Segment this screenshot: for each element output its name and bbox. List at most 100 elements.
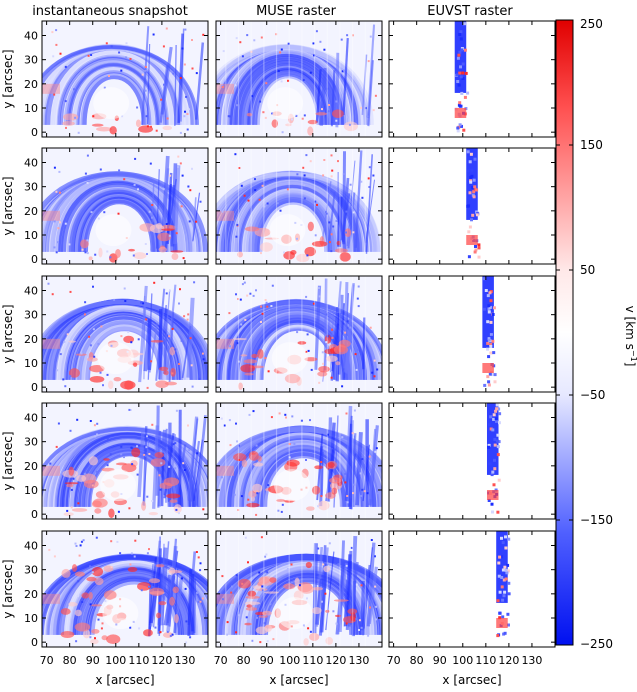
colorbar-tick-label: −250 bbox=[580, 637, 613, 651]
y-tick-label: 40 bbox=[24, 30, 38, 43]
y-tick-label: 40 bbox=[24, 285, 38, 298]
x-tick-label: 100 bbox=[452, 654, 473, 667]
panel-r5-c3 bbox=[389, 531, 555, 647]
colorbar-tick-label: −50 bbox=[580, 388, 605, 402]
panels-grid bbox=[41, 20, 556, 648]
y-tick-label: 10 bbox=[24, 484, 38, 497]
y-tick-label: 30 bbox=[24, 436, 38, 449]
y-tick-label: 20 bbox=[24, 205, 38, 218]
y-axis-label: y [arcsec] bbox=[1, 176, 15, 235]
x-axis-label: x [arcsec] bbox=[95, 673, 154, 687]
y-tick-label: 0 bbox=[31, 253, 38, 266]
x-tick-label: 70 bbox=[214, 654, 228, 667]
y-tick-label: 30 bbox=[24, 181, 38, 194]
panel-r3-c2 bbox=[216, 276, 382, 392]
colorbar-tick-label: 50 bbox=[580, 263, 595, 277]
panel-frame bbox=[215, 147, 383, 265]
panel-r2-c3 bbox=[389, 148, 555, 264]
euvst-slit bbox=[486, 403, 499, 475]
panel-r1-c3 bbox=[389, 21, 555, 137]
x-tick-label: 130 bbox=[348, 654, 369, 667]
x-tick-label: 80 bbox=[410, 654, 424, 667]
panel-frame bbox=[388, 147, 556, 265]
panel-frame bbox=[388, 402, 556, 520]
panel-frame bbox=[41, 20, 209, 138]
colorbar-tick-label: 250 bbox=[580, 17, 603, 31]
panel-frame bbox=[41, 530, 209, 648]
panel-r5-c2 bbox=[216, 531, 382, 647]
panel-frame bbox=[215, 402, 383, 520]
x-tick-label: 90 bbox=[86, 654, 100, 667]
colorbar-label-exp: −1 bbox=[629, 350, 637, 362]
x-tick-label: 90 bbox=[260, 654, 274, 667]
panel-frame bbox=[388, 20, 556, 138]
panel-frame bbox=[215, 20, 383, 138]
panel-frame bbox=[388, 530, 556, 648]
panel-r1-c2 bbox=[216, 21, 382, 137]
panel-r3-c3 bbox=[389, 276, 555, 392]
panel-r4-c1 bbox=[42, 403, 208, 519]
colorbar-label: v [km s−1] bbox=[623, 306, 637, 367]
y-tick-label: 30 bbox=[24, 54, 38, 67]
x-axis-label: x [arcsec] bbox=[442, 673, 501, 687]
panel-r2-c2 bbox=[216, 148, 382, 264]
x-tick-label: 80 bbox=[237, 654, 251, 667]
y-tick-label: 40 bbox=[24, 540, 38, 553]
x-tick-label: 90 bbox=[433, 654, 447, 667]
y-tick-label: 10 bbox=[24, 612, 38, 625]
x-tick-label: 70 bbox=[387, 654, 401, 667]
y-tick-label: 30 bbox=[24, 564, 38, 577]
y-tick-label: 10 bbox=[24, 229, 38, 242]
column-titles: instantaneous snapshot MUSE raster EUVST… bbox=[32, 4, 513, 19]
x-tick-label: 110 bbox=[475, 654, 496, 667]
y-tick-label: 0 bbox=[31, 508, 38, 521]
panel-frame bbox=[215, 275, 383, 393]
colorbar-label-main: v [km s bbox=[623, 306, 637, 350]
y-tick-label: 30 bbox=[24, 309, 38, 322]
x-tick-label: 100 bbox=[279, 654, 300, 667]
x-tick-label: 120 bbox=[498, 654, 519, 667]
y-axis-label: y [arcsec] bbox=[1, 559, 15, 618]
colorbar-tick-label: 150 bbox=[580, 138, 603, 152]
y-tick-label: 0 bbox=[31, 126, 38, 139]
axes: 0 10 20 30 40 y [arcsec] 0 10 20 30 40 y [arcsec] 0 1… bbox=[1, 21, 555, 687]
panel-frame bbox=[41, 275, 209, 393]
panel-r3-c1 bbox=[42, 276, 208, 392]
panel-frame bbox=[41, 147, 209, 265]
panel-r5-c1 bbox=[42, 531, 208, 647]
euvst-slit bbox=[466, 148, 478, 220]
colorbar-label-tail: ] bbox=[623, 362, 637, 367]
x-tick-label: 110 bbox=[128, 654, 149, 667]
y-axis-label: y [arcsec] bbox=[1, 431, 15, 490]
column-title-muse: MUSE raster bbox=[256, 4, 337, 19]
y-tick-label: 20 bbox=[24, 78, 38, 91]
x-tick-label: 130 bbox=[174, 654, 195, 667]
y-tick-label: 20 bbox=[24, 333, 38, 346]
y-tick-label: 20 bbox=[24, 588, 38, 601]
colorbar-tick-label: −150 bbox=[580, 513, 613, 527]
panel-frame bbox=[41, 402, 209, 520]
y-tick-label: 40 bbox=[24, 412, 38, 425]
y-axis-label: y [arcsec] bbox=[1, 304, 15, 363]
x-tick-label: 100 bbox=[105, 654, 126, 667]
y-tick-label: 0 bbox=[31, 636, 38, 649]
y-tick-label: 10 bbox=[24, 357, 38, 370]
colorbar-ticks: 250 150 50 −50 −150 −250 bbox=[556, 17, 613, 651]
column-title-euvst: EUVST raster bbox=[427, 4, 513, 19]
euvst-slit bbox=[454, 21, 467, 93]
x-tick-label: 70 bbox=[40, 654, 54, 667]
y-tick-label: 40 bbox=[24, 157, 38, 170]
column-title-snapshot: instantaneous snapshot bbox=[32, 4, 188, 19]
x-tick-label: 80 bbox=[63, 654, 77, 667]
panel-r4-c2 bbox=[216, 403, 382, 519]
colorbar: 250 150 50 −50 −150 −250 v [km s−1] bbox=[555, 17, 637, 651]
x-tick-label: 110 bbox=[302, 654, 323, 667]
y-tick-label: 20 bbox=[24, 460, 38, 473]
panel-r1-c1 bbox=[42, 21, 208, 137]
panel-frame bbox=[388, 275, 556, 393]
x-axis-label: x [arcsec] bbox=[269, 673, 328, 687]
y-tick-label: 0 bbox=[31, 381, 38, 394]
x-tick-label: 120 bbox=[325, 654, 346, 667]
panel-r4-c3 bbox=[389, 403, 555, 519]
x-tick-label: 130 bbox=[521, 654, 542, 667]
